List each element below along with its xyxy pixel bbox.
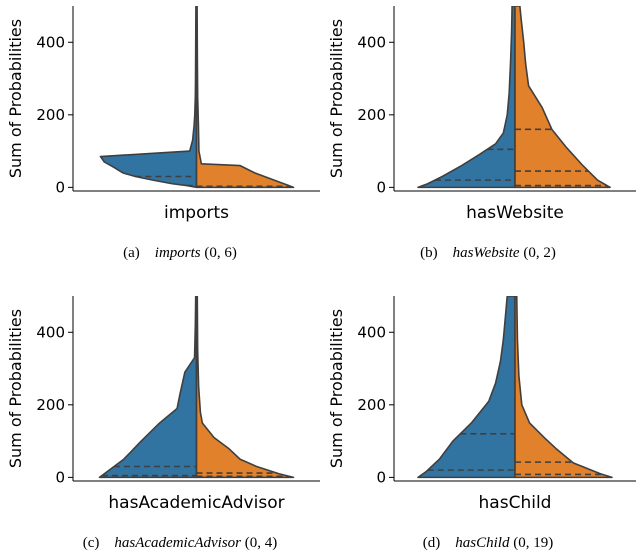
y-axis-label: Sum of Probabilities xyxy=(6,309,25,468)
caption-relation: hasChild xyxy=(455,535,510,551)
caption-range: (0, 19) xyxy=(509,535,553,551)
x-axis-label: imports xyxy=(164,203,229,223)
subfigure-caption: (b) hasWebsite (0, 2) xyxy=(420,245,556,261)
violin-left-half xyxy=(417,296,516,479)
caption-relation: hasWebsite xyxy=(453,245,520,261)
caption-range: (0, 4) xyxy=(241,535,277,551)
caption-range: (0, 2) xyxy=(520,245,556,261)
x-axis-label: hasWebsite xyxy=(466,203,564,223)
y-tick-label: 400 xyxy=(36,323,65,341)
caption-prefix: (b) xyxy=(420,245,453,261)
subfigure-caption: (a) imports (0, 6) xyxy=(123,245,237,261)
y-tick-label: 0 xyxy=(376,178,386,196)
x-axis-label: hasChild xyxy=(479,493,552,513)
y-tick-label: 200 xyxy=(36,106,65,124)
subfigure-caption: (c) hasAcademicAdvisor (0, 4) xyxy=(83,535,278,551)
y-tick-label: 0 xyxy=(376,468,386,486)
violin-left-half xyxy=(98,296,198,479)
caption-relation: imports xyxy=(155,245,201,261)
y-tick-label: 200 xyxy=(357,106,386,124)
plot-area xyxy=(417,6,611,189)
y-tick-label: 400 xyxy=(357,323,386,341)
violin-right-half xyxy=(514,6,611,189)
plot-area xyxy=(417,296,613,479)
plot-area xyxy=(98,296,295,479)
violin-right-half xyxy=(195,6,295,189)
subfigure-caption: (d) hasChild (0, 19) xyxy=(423,535,553,551)
y-tick-label: 0 xyxy=(55,468,65,486)
y-tick-label: 0 xyxy=(55,178,65,196)
y-axis-label: Sum of Probabilities xyxy=(327,19,346,178)
violin-left-half xyxy=(99,6,198,189)
y-tick-label: 400 xyxy=(36,33,65,51)
y-tick-label: 400 xyxy=(357,33,386,51)
violin-right-half xyxy=(514,296,613,479)
caption-prefix: (d) xyxy=(423,535,456,551)
violin-right-half xyxy=(195,296,295,479)
y-tick-label: 200 xyxy=(357,396,386,414)
violin-left-half xyxy=(417,6,516,189)
caption-range: (0, 6) xyxy=(201,245,237,261)
violin-panel: 0 200 400 Sum of Probabilities hasAcademicAd… xyxy=(6,296,320,551)
y-axis-label: Sum of Probabilities xyxy=(327,309,346,468)
caption-relation: hasAcademicAdvisor xyxy=(114,535,241,551)
plot-area xyxy=(99,6,295,189)
caption-prefix: (a) xyxy=(123,245,155,261)
caption-prefix: (c) xyxy=(83,535,115,551)
y-axis-label: Sum of Probabilities xyxy=(6,19,25,178)
x-axis-label: hasAcademicAdvisor xyxy=(108,493,284,513)
y-tick-label: 200 xyxy=(36,396,65,414)
